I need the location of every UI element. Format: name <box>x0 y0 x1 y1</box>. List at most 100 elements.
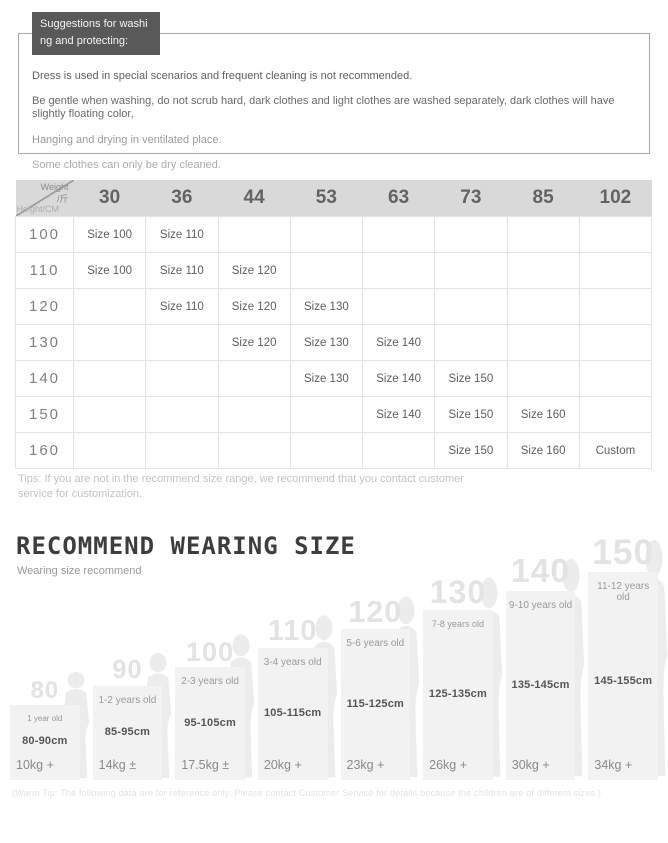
size-value-cell: Size 160 <box>506 396 580 433</box>
size-table-tips: Tips: If you are not in the recommend si… <box>18 473 464 500</box>
height-range-label: 125-135cm <box>428 687 487 700</box>
size-value-cell <box>217 432 291 469</box>
height-label-cell: 120 <box>15 288 74 325</box>
table-row: 110 Size 100 Size 110 Size 120 <box>15 252 653 289</box>
height-label-cell: 140 <box>15 360 74 397</box>
size-value-cell: Size 130 <box>289 288 364 325</box>
height-range-label: 80-90cm <box>22 734 68 747</box>
weight-label: 14kg ± <box>98 758 137 772</box>
size-value-cell <box>72 396 147 433</box>
height-range-label: 135-145cm <box>511 678 570 691</box>
size-card: 120 5-6 years old 115-125cm 23kg + <box>340 594 420 780</box>
table-row: 100 Size 100 Size 110 <box>15 216 653 253</box>
size-value-cell: Size 130 <box>289 360 364 397</box>
size-value-cell <box>434 324 508 361</box>
weight-label: 20kg + <box>263 758 302 772</box>
weight-header-cell: 53 <box>290 180 363 217</box>
size-value-cell: Size 120 <box>217 324 291 361</box>
weight-label: 10kg + <box>16 758 54 772</box>
table-row: 160 Size 150 Size 160 Custom <box>15 432 653 469</box>
size-value-cell <box>72 288 147 325</box>
size-value-cell <box>72 432 147 469</box>
size-value-cell <box>361 432 436 469</box>
size-value-cell: Size 150 <box>434 396 508 433</box>
size-number: 140 <box>511 553 571 591</box>
size-value-cell <box>578 324 653 361</box>
recommend-size-subtitle: Wearing size recommend <box>17 565 142 577</box>
size-card: 150 11-12 years old 145-155cm 34kg + <box>588 532 668 780</box>
weight-header-cell: 30 <box>73 180 146 217</box>
height-label-cell: 160 <box>15 432 74 469</box>
weight-label: 17.5kg ± <box>181 758 230 772</box>
table-corner-cell: Weight/斤 Height/CM <box>15 180 74 217</box>
height-label-cell: 110 <box>15 252 74 289</box>
size-value-cell <box>217 216 291 253</box>
height-range-label: 115-125cm <box>346 697 405 710</box>
wash-suggestions-box: Dress is used in special scenarios and f… <box>18 33 650 171</box>
height-range-label: 85-95cm <box>104 726 151 738</box>
table-row: 120 Size 110 Size 120 Size 130 <box>15 288 653 325</box>
size-value-cell <box>434 252 508 289</box>
size-value-cell: Size 140 <box>361 396 436 433</box>
size-number: 130 <box>429 574 487 610</box>
warm-tip: (Warm Tip: The following data are for re… <box>12 788 602 798</box>
size-card: 130 7-8 years old 125-135cm 26kg + <box>423 574 502 780</box>
table-row: 140 Size 130 Size 140 Size 150 <box>15 360 653 397</box>
size-value-cell: Size 100 <box>72 216 147 253</box>
size-value-cell <box>578 216 653 253</box>
size-table: Weight/斤 Height/CM 30 36 44 53 63 73 85 102 100… <box>15 180 653 469</box>
wash-suggestions-title: Suggestions for washing and protecting: <box>32 12 160 55</box>
size-value-cell <box>578 396 653 433</box>
weight-label: 30kg + <box>511 758 550 772</box>
size-value-cell: Size 150 <box>434 360 508 397</box>
wash-line: Hanging and drying in ventilated place. <box>32 133 222 146</box>
height-label-cell: 150 <box>15 396 74 433</box>
size-card-panel: 1-2 years old 85-95cm 14kg ± <box>92 686 163 780</box>
height-label-cell: 100 <box>15 216 74 253</box>
size-card-panel: 9-10 years old 135-145cm 30kg + <box>505 591 576 780</box>
size-value-cell <box>72 324 147 361</box>
size-number: 90 <box>112 656 143 685</box>
size-cards: 80 1 year old 80-90cm 10kg +90 1-2 years old… <box>10 535 668 780</box>
age-range-label: 5-6 years old <box>346 638 405 649</box>
size-value-cell <box>434 288 508 325</box>
size-value-cell <box>289 252 364 289</box>
size-value-cell <box>361 216 436 253</box>
size-number: 120 <box>348 594 403 629</box>
age-range-label: 2-3 years old <box>181 676 239 687</box>
size-value-cell <box>506 288 580 325</box>
size-value-cell <box>289 216 364 253</box>
age-range-label: 3-4 years old <box>263 657 322 668</box>
size-number: 150 <box>592 532 655 572</box>
table-row: 130 Size 120 Size 130 Size 140 <box>15 324 653 361</box>
size-card: 90 1-2 years old 85-95cm 14kg ± <box>92 653 172 780</box>
size-card-panel: 1 year old 80-90cm 10kg + <box>10 705 80 780</box>
size-value-cell <box>217 360 291 397</box>
size-value-cell: Size 130 <box>289 324 364 361</box>
table-row: 150 Size 140 Size 150 Size 160 <box>15 396 653 433</box>
weight-label: 34kg + <box>594 758 633 772</box>
height-label-cell: 130 <box>15 324 74 361</box>
age-range-label: 1-2 years old <box>98 695 157 706</box>
size-value-cell <box>506 360 580 397</box>
size-value-cell <box>217 396 291 433</box>
corner-weight-label: Weight/斤 <box>40 182 69 204</box>
size-value-cell <box>145 324 219 361</box>
size-value-cell: Size 100 <box>72 252 147 289</box>
size-card-panel: 3-4 years old 105-115cm 20kg + <box>257 648 328 780</box>
age-range-label: 7-8 years old <box>431 619 484 629</box>
weight-header-cell: 102 <box>579 180 652 217</box>
age-range-label: 1 year old <box>27 714 63 723</box>
size-card: 140 9-10 years old 135-145cm 30kg + <box>505 553 585 780</box>
size-value-cell <box>145 432 219 469</box>
size-value-cell <box>578 288 653 325</box>
weight-header-cell: 44 <box>218 180 291 217</box>
size-value-cell <box>361 288 436 325</box>
wash-line: Be gentle when washing, do not scrub har… <box>32 95 615 121</box>
weight-header-cell: 36 <box>145 180 218 217</box>
size-value-cell: Size 120 <box>217 252 291 289</box>
size-card: 100 2-3 years old 95-105cm 17.5kg ± <box>175 634 255 780</box>
height-range-label: 105-115cm <box>263 707 322 719</box>
size-card-panel: 11-12 years old 145-155cm 34kg + <box>588 572 658 780</box>
size-value-cell <box>361 252 436 289</box>
